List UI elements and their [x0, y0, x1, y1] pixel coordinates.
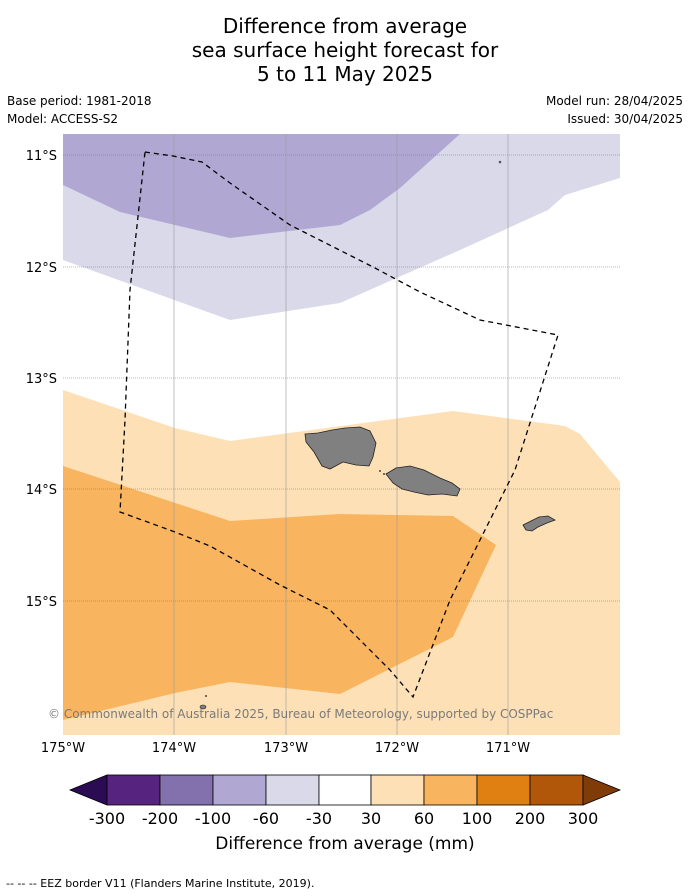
lon-label: 175°W [41, 741, 85, 756]
lat-label: 12°S [26, 261, 57, 276]
colorbar-segment [424, 775, 477, 805]
lat-label: 13°S [26, 372, 57, 387]
colorbar-extend-high [583, 775, 620, 805]
islet [379, 470, 381, 472]
lon-label: 174°W [152, 741, 196, 756]
eez-footnote: -- -- -- EEZ border V11 (Flanders Marine… [6, 877, 314, 890]
colorbar-segment [530, 775, 583, 805]
lon-label: 172°W [375, 741, 419, 756]
colorbar-segment [160, 775, 213, 805]
colorbar [70, 775, 620, 805]
islet [205, 695, 207, 697]
islet [383, 473, 385, 475]
colorbar-segment [477, 775, 530, 805]
colorbar-tick: -30 [306, 809, 332, 828]
colorbar-tick: -200 [142, 809, 178, 828]
colorbar-segment [319, 775, 371, 805]
colorbar-label: Difference from average (mm) [0, 834, 690, 854]
colorbar-tick: 30 [361, 809, 381, 828]
lon-label: 171°W [486, 741, 530, 756]
colorbar-tick: -300 [89, 809, 125, 828]
colorbar-segment [266, 775, 319, 805]
islet [499, 161, 502, 164]
colorbar-segment [213, 775, 266, 805]
lat-label: 14°S [26, 483, 57, 498]
colorbar-tick: 300 [568, 809, 599, 828]
colorbar-tick: -60 [253, 809, 279, 828]
copyright-notice: © Commonwealth of Australia 2025, Bureau… [48, 707, 553, 721]
colorbar-tick: 100 [462, 809, 493, 828]
lat-label: 11°S [26, 149, 57, 164]
colorbar-tick: 200 [515, 809, 546, 828]
sea-level-map: 11°S 12°S 13°S 14°S 15°S 175°W 174°W 173… [0, 0, 690, 870]
colorbar-segment [107, 775, 160, 805]
lat-label: 15°S [26, 595, 57, 610]
colorbar-segment [371, 775, 424, 805]
colorbar-extend-low [70, 775, 107, 805]
colorbar-tick: -100 [195, 809, 231, 828]
lon-label: 173°W [264, 741, 308, 756]
colorbar-tick: 60 [414, 809, 434, 828]
